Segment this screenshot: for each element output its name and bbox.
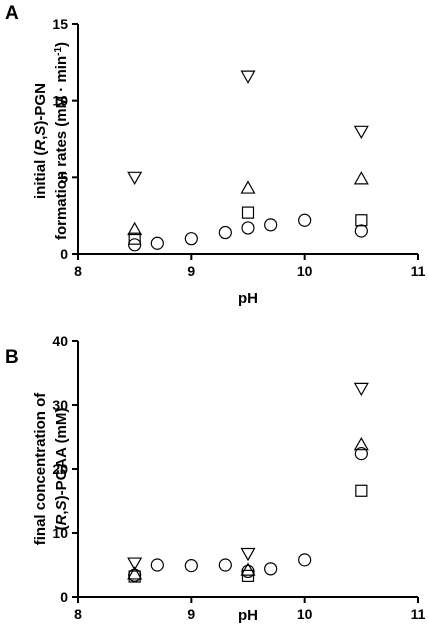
data-point-square — [128, 232, 141, 245]
data-point-circle — [218, 558, 232, 572]
x-tick-label: 11 — [411, 263, 426, 279]
data-point-up-triangle — [240, 180, 256, 194]
data-point-circle — [218, 225, 232, 240]
panel-label: A — [5, 3, 19, 24]
data-point-up-triangle — [353, 171, 369, 185]
x-tick-label: 8 — [74, 263, 82, 279]
y-tick-label: 20 — [52, 461, 68, 477]
data-point-circle — [298, 213, 312, 227]
y-axis-label-line2: (R,S)-PGAA (mM) — [53, 408, 70, 531]
y-tick-label: 0 — [60, 246, 68, 262]
chart-panel-b: 8 9 10 11 0 10 20 30 40 BpH final concentration of… — [5, 333, 426, 624]
x-tick-label: 10 — [297, 263, 313, 279]
x-axis-label: pH — [238, 607, 258, 624]
data-point-circle — [298, 553, 312, 567]
data-point-circle — [241, 564, 255, 579]
data-point-up-triangle — [127, 566, 143, 580]
data-point-circle — [241, 221, 255, 235]
data-point-down-triangle — [240, 547, 256, 562]
y-tick-label: 5 — [60, 169, 68, 185]
y-tick-label: 10 — [52, 93, 68, 109]
data-point-up-triangle — [353, 436, 369, 451]
data-point-down-triangle — [127, 557, 143, 571]
data-point-up-triangle — [127, 221, 143, 236]
data-point-circle — [128, 238, 142, 252]
data-point-down-triangle — [353, 125, 369, 140]
y-tick-label: 30 — [52, 397, 68, 413]
data-point-square — [241, 569, 255, 582]
chart-panel-a: 8 9 10 11 0 5 10 15 ApH initial (R,S)-PGN formatio… — [5, 3, 426, 307]
y-axis-label-line2: formation rates (mM · min-1) — [53, 42, 71, 240]
data-point-square — [355, 484, 368, 497]
x-tick-label: 8 — [74, 606, 82, 622]
data-point-circle — [128, 568, 142, 582]
y-tick-label: 15 — [52, 16, 68, 32]
data-point-down-triangle — [127, 171, 143, 186]
y-tick-label: 0 — [60, 589, 68, 605]
data-point-square — [355, 214, 368, 227]
x-tick-label: 9 — [187, 263, 195, 279]
y-axis-label-line1: initial (R,S)-PGN — [32, 83, 49, 199]
x-tick-label: 11 — [411, 606, 426, 622]
data-point-circle — [184, 232, 198, 246]
data-point-down-triangle — [240, 70, 256, 84]
x-axis-label: pH — [238, 290, 258, 307]
data-point-circle — [150, 236, 164, 250]
data-point-circle — [150, 558, 164, 572]
data-point-square — [241, 206, 255, 219]
data-point-up-triangle — [240, 562, 256, 576]
y-tick-label: 40 — [52, 333, 68, 349]
y-tick-label: 10 — [52, 525, 68, 541]
data-point-circle — [354, 224, 368, 238]
panel-label: B — [5, 347, 19, 368]
data-point-circle — [354, 447, 368, 461]
x-tick-label: 10 — [297, 606, 313, 622]
data-point-down-triangle — [353, 382, 369, 397]
data-point-circle — [264, 218, 278, 232]
data-point-circle — [184, 559, 198, 573]
x-tick-label: 9 — [187, 606, 195, 622]
data-point-circle — [264, 562, 278, 576]
y-axis-label-line1: final concentration of — [32, 392, 49, 546]
